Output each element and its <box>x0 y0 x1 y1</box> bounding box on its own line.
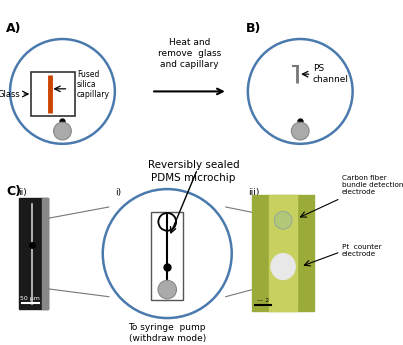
Bar <box>252 195 314 310</box>
Ellipse shape <box>291 122 309 140</box>
Text: Fused
silica
capillary: Fused silica capillary <box>77 70 110 99</box>
Text: Carbon fiber
bundle detection
electrode: Carbon fiber bundle detection electrode <box>342 175 403 195</box>
Text: — 250 μm: — 250 μm <box>257 298 289 303</box>
Text: A): A) <box>6 22 21 36</box>
Ellipse shape <box>274 211 292 229</box>
Text: Heat and
remove  glass
and capillary: Heat and remove glass and capillary <box>158 38 221 69</box>
Text: i): i) <box>115 188 121 197</box>
Bar <box>42 198 48 309</box>
Bar <box>31 72 75 116</box>
Text: To syringe  pump
(withdraw mode): To syringe pump (withdraw mode) <box>129 323 206 343</box>
Text: Reversibly sealed
PDMS microchip: Reversibly sealed PDMS microchip <box>147 160 239 183</box>
Bar <box>269 195 297 310</box>
Bar <box>151 212 183 300</box>
Ellipse shape <box>158 280 177 299</box>
Text: B): B) <box>246 22 261 36</box>
Ellipse shape <box>54 122 71 140</box>
Text: 50 μm: 50 μm <box>20 296 40 301</box>
Bar <box>19 198 48 309</box>
Text: Glass: Glass <box>0 89 20 99</box>
Text: Pt  counter
electrode: Pt counter electrode <box>342 244 381 257</box>
Text: iii): iii) <box>248 188 259 197</box>
Text: PS
channel: PS channel <box>313 65 349 84</box>
Text: ii): ii) <box>18 188 27 197</box>
Ellipse shape <box>271 254 295 279</box>
Text: C): C) <box>6 185 21 198</box>
